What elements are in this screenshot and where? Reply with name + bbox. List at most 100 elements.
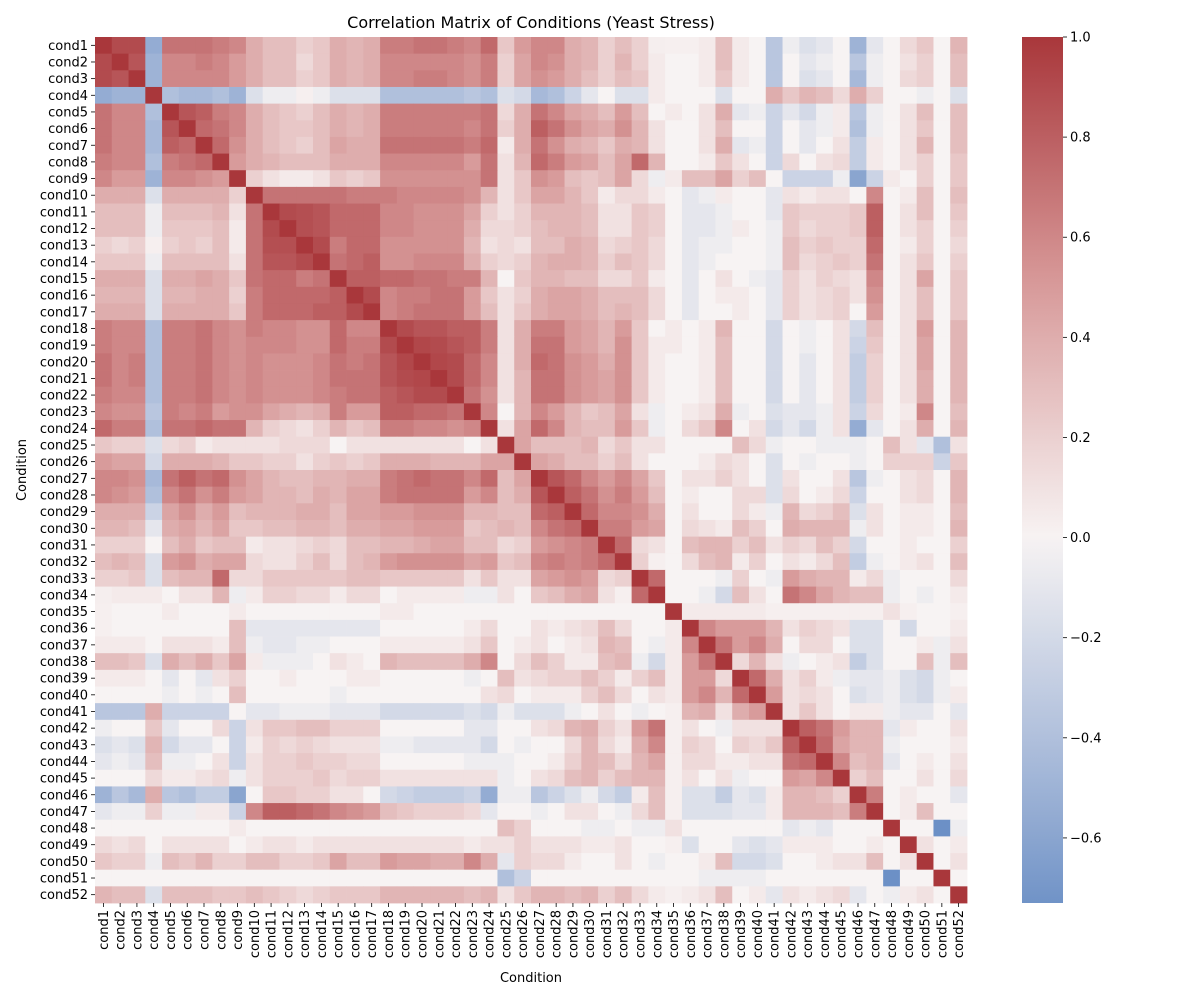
heatmap-cell bbox=[262, 786, 280, 804]
heatmap-cell bbox=[665, 170, 683, 188]
heatmap-cell bbox=[514, 153, 532, 171]
heatmap-cell bbox=[866, 453, 884, 471]
heatmap-cell bbox=[212, 719, 230, 737]
heatmap-cell bbox=[933, 303, 951, 321]
heatmap-cell bbox=[145, 669, 163, 687]
heatmap-cell bbox=[849, 536, 867, 554]
heatmap-cell bbox=[799, 586, 817, 604]
heatmap-cell bbox=[832, 653, 851, 671]
heatmap-cell bbox=[313, 386, 331, 404]
heatmap-cell bbox=[849, 719, 867, 737]
heatmap-cell bbox=[832, 253, 851, 271]
heatmap-cell bbox=[279, 869, 297, 887]
heatmap-cell bbox=[665, 803, 683, 821]
heatmap-cell bbox=[329, 253, 347, 271]
heatmap-cell bbox=[614, 86, 633, 105]
heatmap-cell bbox=[715, 153, 733, 171]
heatmap-cell bbox=[531, 603, 549, 621]
heatmap-cell bbox=[598, 869, 616, 887]
heatmap-cell bbox=[111, 653, 129, 671]
heatmap-cell bbox=[598, 37, 616, 55]
heatmap-cell bbox=[128, 303, 146, 321]
heatmap-cell bbox=[313, 486, 331, 504]
heatmap-cell bbox=[581, 203, 599, 221]
heatmap-cell bbox=[665, 486, 683, 504]
heatmap-cell bbox=[430, 736, 448, 754]
heatmap-cell bbox=[313, 470, 331, 488]
heatmap-cell bbox=[648, 569, 666, 587]
heatmap-cell bbox=[396, 236, 415, 254]
heatmap-cell bbox=[698, 736, 716, 754]
heatmap-cell bbox=[849, 153, 867, 171]
heatmap-cell bbox=[816, 120, 834, 138]
heatmap-cell bbox=[749, 736, 767, 754]
heatmap-cell bbox=[162, 753, 180, 771]
heatmap-cell bbox=[229, 470, 247, 488]
heatmap-cell bbox=[581, 819, 599, 837]
heatmap-cell bbox=[195, 519, 213, 538]
heatmap-cell bbox=[531, 470, 549, 488]
heatmap-cell bbox=[329, 736, 347, 754]
heatmap-cell bbox=[245, 719, 264, 737]
heatmap-cell bbox=[279, 703, 297, 721]
heatmap-cell bbox=[547, 53, 565, 71]
heatmap-cell bbox=[212, 569, 230, 587]
heatmap-cell bbox=[212, 303, 230, 321]
heatmap-cell bbox=[463, 220, 482, 238]
heatmap-cell bbox=[396, 386, 415, 404]
heatmap-cell bbox=[614, 186, 633, 204]
heatmap-cell bbox=[547, 320, 565, 338]
heatmap-cell bbox=[950, 386, 968, 404]
y-tick-label: cond17 bbox=[40, 305, 88, 320]
heatmap-cell bbox=[749, 619, 767, 637]
x-tick-label: cond49 bbox=[902, 910, 917, 958]
heatmap-cell bbox=[162, 736, 180, 754]
heatmap-cell bbox=[380, 669, 398, 687]
heatmap-cell bbox=[413, 619, 431, 637]
heatmap-cell bbox=[732, 819, 750, 837]
heatmap-cell bbox=[329, 586, 347, 604]
heatmap-cell bbox=[665, 236, 683, 254]
heatmap-cell bbox=[279, 103, 297, 121]
heatmap-cell bbox=[413, 120, 431, 138]
heatmap-cell bbox=[245, 136, 264, 154]
heatmap-cell bbox=[212, 320, 230, 338]
heatmap-cell bbox=[95, 536, 113, 554]
heatmap-cell bbox=[581, 553, 599, 571]
heatmap-cell bbox=[245, 769, 264, 787]
heatmap-cell bbox=[363, 220, 381, 238]
heatmap-cell bbox=[698, 86, 716, 105]
heatmap-cell bbox=[245, 486, 264, 504]
heatmap-cell bbox=[497, 86, 515, 105]
heatmap-cell bbox=[178, 669, 197, 687]
heatmap-cell bbox=[899, 819, 918, 837]
heatmap-cell bbox=[380, 703, 398, 721]
heatmap-cell bbox=[916, 453, 934, 471]
heatmap-cell bbox=[832, 569, 851, 587]
heatmap-cell bbox=[178, 86, 197, 105]
heatmap-cell bbox=[933, 403, 951, 421]
heatmap-cell bbox=[564, 703, 582, 721]
heatmap-cell bbox=[229, 836, 247, 854]
heatmap-cell bbox=[380, 869, 398, 887]
heatmap-cell bbox=[598, 503, 616, 521]
heatmap-cell bbox=[547, 669, 565, 687]
heatmap-cell bbox=[899, 170, 918, 188]
heatmap-cell bbox=[447, 786, 465, 804]
heatmap-cell bbox=[279, 853, 297, 871]
heatmap-cell bbox=[681, 353, 700, 371]
heatmap-cell bbox=[296, 886, 314, 904]
heatmap-cell bbox=[447, 503, 465, 521]
heatmap-cell bbox=[279, 186, 297, 204]
heatmap-cell bbox=[531, 836, 549, 854]
heatmap-cell bbox=[698, 669, 716, 687]
heatmap-cell bbox=[849, 653, 867, 671]
heatmap-cell bbox=[111, 453, 129, 471]
heatmap-cell bbox=[832, 86, 851, 105]
heatmap-cell bbox=[346, 336, 364, 354]
heatmap-cell bbox=[430, 336, 448, 354]
heatmap-cell bbox=[899, 320, 918, 338]
heatmap-cell bbox=[933, 270, 951, 288]
heatmap-cell bbox=[883, 836, 901, 854]
heatmap-cell bbox=[262, 869, 280, 887]
